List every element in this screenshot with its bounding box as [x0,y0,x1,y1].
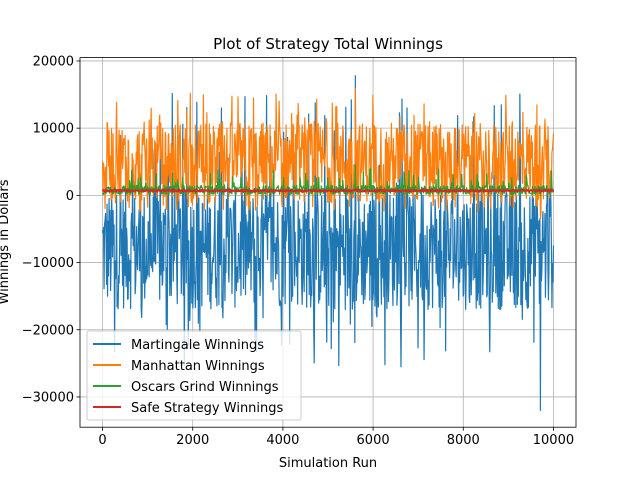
y-tick-label: −10000 [22,256,74,271]
legend-label: Oscars Grind Winnings [131,380,279,395]
x-tick-label: 6000 [357,433,390,448]
y-tick-label: 20000 [33,54,74,69]
x-tick-label: 10000 [533,433,574,448]
y-tick-label: 10000 [33,122,74,137]
x-tick-label: 2000 [176,433,209,448]
legend-label: Manhattan Winnings [131,359,265,374]
series-line-1 [101,75,555,411]
plot-frame [79,57,577,428]
series-group [101,75,555,411]
y-tick-label: 0 [66,189,74,204]
legend-label: Martingale Winnings [131,338,264,353]
ticks: 0 2000 4000 6000 8000 10000 −30000 −20000 −10000… [22,54,574,448]
chart-title: Plot of Strategy Total Winnings [213,35,443,53]
x-tick-label: 8000 [447,433,480,448]
series-line-3 [102,164,554,196]
legend-label: Safe Strategy Winnings [131,401,284,416]
y-tick-label: −30000 [22,390,74,405]
series-line-4 [101,188,555,193]
x-axis-title: Simulation Run [279,456,377,471]
x-tick-label: 4000 [266,433,299,448]
legend: Martingale Winnings Manhattan Winnings Osc… [86,330,302,421]
y-axis-title: Winnings in Dollars [0,179,12,304]
legend-box [86,330,302,421]
y-tick-label: −20000 [22,323,74,338]
x-tick-label: 0 [98,433,106,448]
